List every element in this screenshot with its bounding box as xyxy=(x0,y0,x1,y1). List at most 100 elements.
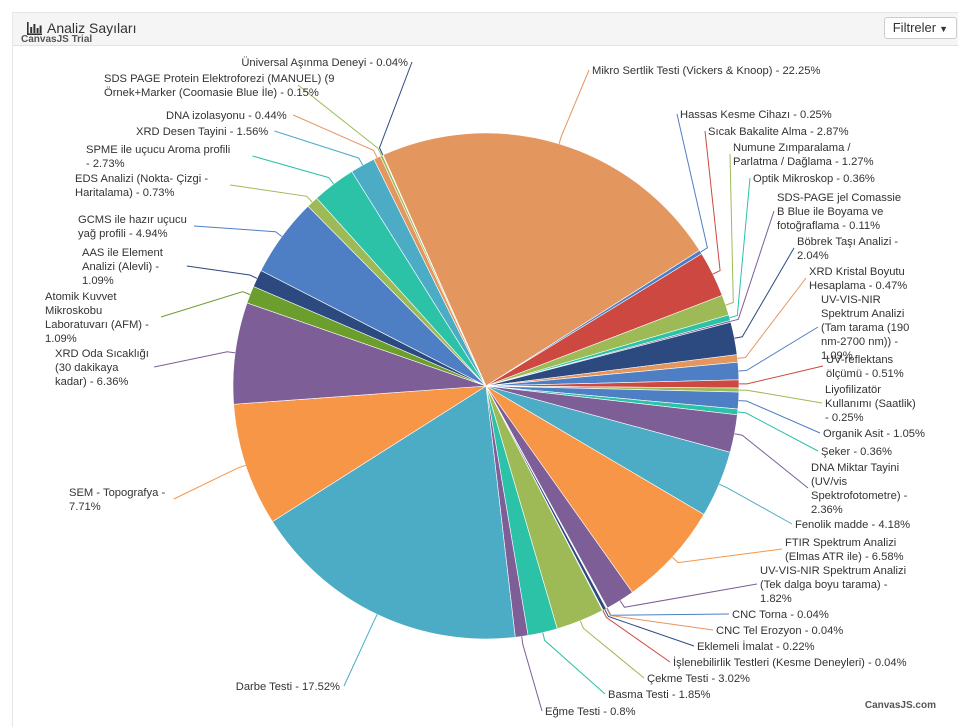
slice-label-line: Örnek+Marker (Coomasie Blue İle) - 0.15% xyxy=(104,86,319,99)
slice-label: CNC Torna - 0.04% xyxy=(732,609,829,621)
slice-label-line: Basma Testi - 1.85% xyxy=(608,689,710,701)
slice-label: XRD Desen Tayini - 1.56% xyxy=(136,126,268,138)
slice-label-line: UV-VIS-NIR xyxy=(821,294,881,306)
slice-label-line: (Tam tarama (190 xyxy=(821,322,909,334)
slice-label: Optik Mikroskop - 0.36% xyxy=(753,173,875,185)
slice-label-line: Spektrum Analizi xyxy=(821,308,904,320)
leader-line xyxy=(704,130,721,275)
slice-label: SDS-PAGE jel Comassie B Blue ile Boyama v… xyxy=(777,192,901,232)
slice-label-line: Analizi (Alevli) - xyxy=(82,261,159,273)
slice-label-line: fotoğraflama - 0.11% xyxy=(777,220,880,232)
leader-line xyxy=(725,153,734,306)
slice-label: GCMS ile hazır uçucu yağ profili - 4.94% xyxy=(78,214,187,240)
slice-label-line: SPME ile uçucu Aroma profili xyxy=(86,144,230,156)
brand-credit[interactable]: CanvasJS.com xyxy=(864,700,936,711)
slice-label: Üniversal Aşınma Deneyi - 0.04% xyxy=(241,57,408,69)
leader-line xyxy=(676,113,708,253)
slice-label-line: XRD Desen Tayini - 1.56% xyxy=(136,126,268,138)
pie-slice[interactable] xyxy=(485,385,705,593)
slice-label: AAS ile Element Analizi (Alevli) - 1.09% xyxy=(82,247,164,287)
slice-label: Organik Asit - 1.05% xyxy=(823,428,925,440)
leader-line xyxy=(738,389,823,404)
slice-label: Şeker - 0.36% xyxy=(821,446,892,458)
leader-line xyxy=(739,365,824,385)
filter-dropdown-button[interactable]: Filtreler ▼ xyxy=(883,17,957,39)
slice-label-line: FTIR Spektrum Analizi xyxy=(785,537,896,549)
slice-labels: Mikro Sertlik Testi (Vickers & Knoop) - … xyxy=(45,57,925,718)
slice-label: Böbrek Taşı Analizi - 2.04% xyxy=(797,236,898,262)
slice-label: SEM - Topografya - 7.71% xyxy=(69,487,165,513)
slice-label-line: Hesaplama - 0.47% xyxy=(809,280,907,292)
leader-line xyxy=(521,636,543,712)
leader-line xyxy=(274,130,364,166)
slice-label-line: 7.71% xyxy=(69,501,101,513)
leader-line xyxy=(671,548,783,564)
slice-label-line: - 0.25% xyxy=(825,412,864,424)
slice-label: Eklemeli İmalat - 0.22% xyxy=(697,640,815,653)
slice-label-line: yağ profili - 4.94% xyxy=(78,228,168,240)
slice-label-line: Şeker - 0.36% xyxy=(821,446,892,458)
leader-line xyxy=(579,620,645,679)
leader-line xyxy=(160,291,251,318)
slice-label: Sıcak Bakalite Alma - 2.87% xyxy=(708,126,849,138)
leader-line xyxy=(606,608,714,631)
leader-line xyxy=(154,351,236,368)
slice-label: UV-reflektans ölçümü - 0.51% xyxy=(826,354,904,380)
slice-label: Çekme Testi - 3.02% xyxy=(647,673,750,685)
slice-label-line: (Elmas ATR ile) - 6.58% xyxy=(785,551,904,563)
slice-label-line: EDS Analizi (Nokta- Çizgi - xyxy=(75,173,208,185)
slice-label-line: SDS PAGE Protein Elektroforezi (MANUEL) … xyxy=(104,73,334,85)
slice-label-line: Üniversal Aşınma Deneyi - 0.04% xyxy=(241,57,408,69)
slice-label-line: (Tek dalga boyu tarama) - xyxy=(760,579,888,591)
leader-line xyxy=(378,61,413,156)
slice-label-line: UV-VIS-NIR Spektrum Analizi xyxy=(760,565,906,577)
leader-line xyxy=(604,609,695,647)
slice-label-line: CNC Tel Erozyon - 0.04% xyxy=(716,625,843,637)
slice-label-line: İşlenebilirlik Testleri (Kesme Deneyleri… xyxy=(673,656,907,669)
slice-label-line: Kullanımı (Saatlik) xyxy=(825,398,916,410)
leader-line xyxy=(542,632,606,695)
slice-label-line: - 2.73% xyxy=(86,158,125,170)
leader-line xyxy=(737,411,819,452)
slice-label: Mikro Sertlik Testi (Vickers & Knoop) - … xyxy=(592,65,820,77)
slice-label: DNA Miktar Tayini (UV/vis Spektrofotometre… xyxy=(811,462,908,516)
leader-line xyxy=(734,247,795,339)
leader-line xyxy=(730,210,775,322)
slice-label: Eğme Testi - 0.8% xyxy=(545,706,636,718)
slice-label: FTIR Spektrum Analizi (Elmas ATR ile) - 6… xyxy=(785,537,904,563)
panel-header: Analiz Sayıları Filtreler ▼ xyxy=(13,13,958,46)
slice-label: SDS PAGE Protein Elektroforezi (MANUEL) … xyxy=(104,73,334,99)
slice-label-line: UV-reflektans xyxy=(826,354,894,366)
slice-label-line: 1.09% xyxy=(45,333,77,345)
slice-label-line: GCMS ile hazır uçucu xyxy=(78,214,187,226)
slice-label: EDS Analizi (Nokta- Çizgi - Haritalama) -… xyxy=(75,173,208,199)
slice-label-line: 1.82% xyxy=(760,593,792,605)
pie-slice[interactable] xyxy=(382,154,487,387)
slice-label-line: (UV/vis xyxy=(811,476,847,488)
slice-label-line: Laboratuvarı (AFM) - xyxy=(45,319,149,331)
filter-label: Filtreler xyxy=(892,20,937,35)
slice-label: UV-VIS-NIR Spektrum Analizi (Tam tarama (1… xyxy=(821,294,909,362)
slice-label-line: 1.09% xyxy=(82,275,114,287)
slice-label-line: Mikroskobu xyxy=(45,305,102,317)
slice-label-line: Atomik Kuvvet xyxy=(45,291,117,303)
slice-label: İşlenebilirlik Testleri (Kesme Deneyleri… xyxy=(673,656,907,669)
slice-label-line: Numune Zımparalama / xyxy=(733,142,851,154)
slice-label-line: Liyofilizatör xyxy=(825,384,881,396)
leader-line xyxy=(619,583,758,608)
slice-label-line: Darbe Testi - 17.52% xyxy=(236,681,340,693)
leader-line xyxy=(602,610,671,663)
slice-label-line: Eğme Testi - 0.8% xyxy=(545,706,636,718)
slice-label-line: Hassas Kesme Cihazı - 0.25% xyxy=(680,109,832,121)
leader-line xyxy=(729,177,751,319)
slice-label-line: kadar) - 6.36% xyxy=(55,376,128,388)
slice-label-line: Organik Asit - 1.05% xyxy=(823,428,925,440)
slice-label: XRD Oda Sıcaklığı (30 dakikaya kadar) - 6.… xyxy=(55,348,149,388)
slice-label-line: Böbrek Taşı Analizi - xyxy=(797,236,898,248)
slice-label: Darbe Testi - 17.52% xyxy=(236,681,340,693)
slice-label-line: Spektrofotometre) - xyxy=(811,490,908,502)
slice-label: Liyofilizatör Kullanımı (Saatlik) - 0.25% xyxy=(825,384,916,424)
slice-label-line: DNA Miktar Tayini xyxy=(811,462,899,474)
slice-label-line: ölçümü - 0.51% xyxy=(826,368,904,380)
